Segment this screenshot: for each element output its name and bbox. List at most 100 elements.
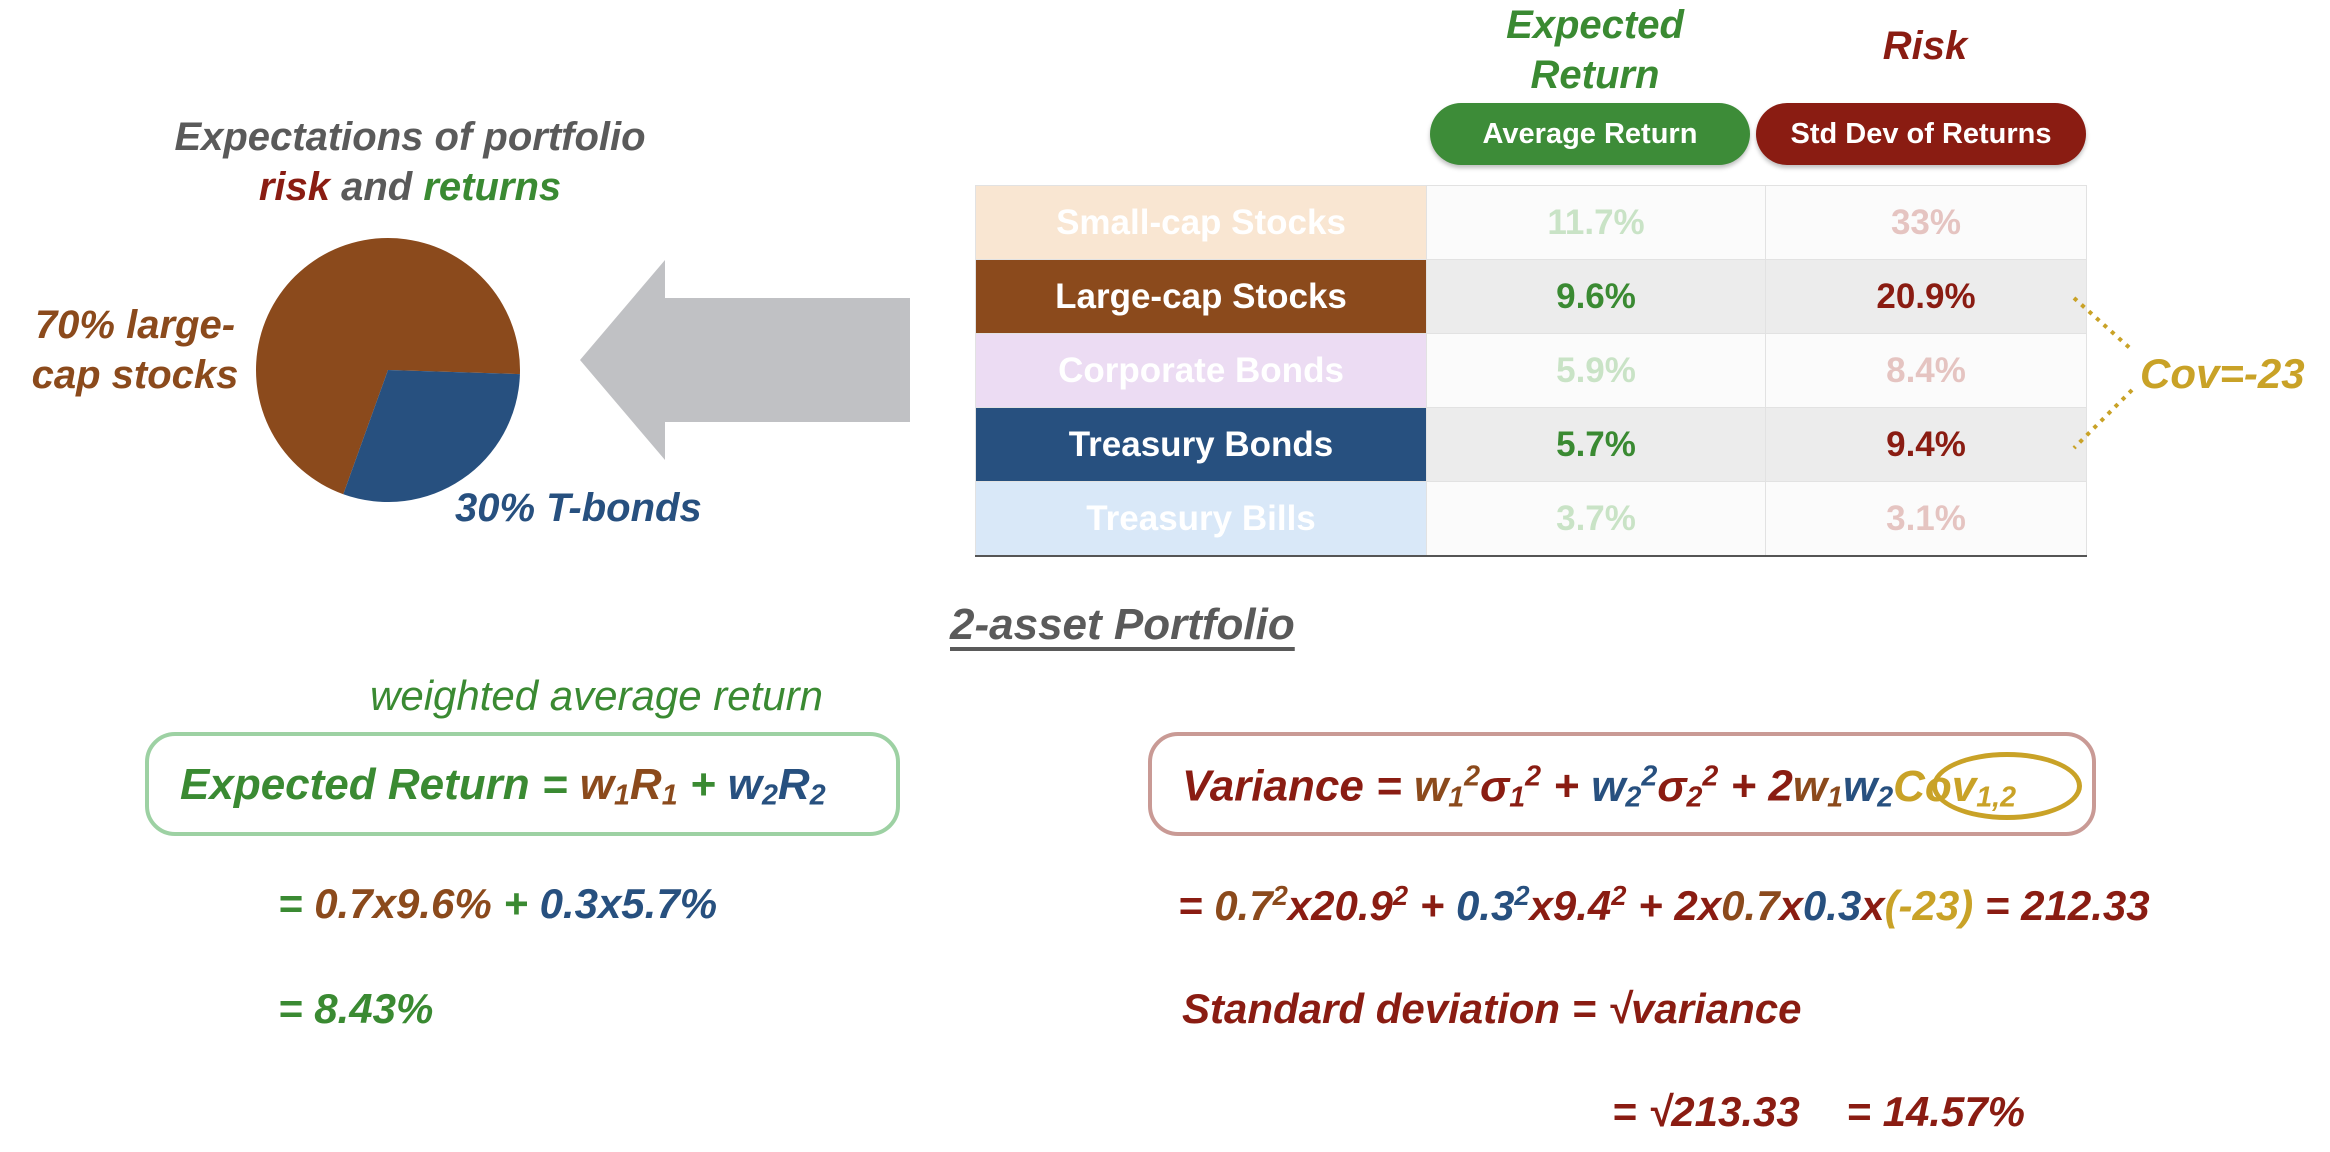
expected-return-header-line1: Expected: [1506, 3, 1684, 47]
portfolio-title-line2: risk and returns: [150, 162, 670, 212]
calc-cross-w1: 0.7: [1721, 882, 1780, 929]
pie-slice-large-cap: [256, 237, 520, 495]
standard-deviation-definition: Standard deviation = √variance: [1182, 985, 1802, 1032]
portfolio-pie-chart: [256, 237, 520, 502]
plus-sign: +: [491, 880, 540, 927]
sigma1-symbol: σ: [1480, 761, 1510, 811]
r2-symbol: R: [777, 760, 810, 809]
r1-subscript: 1: [661, 779, 678, 812]
cross-w2: w2: [1843, 761, 1894, 814]
expected-return-calculation: = 0.7x9.6% + 0.3x5.7%: [278, 880, 717, 928]
risk-word: risk: [258, 165, 330, 209]
plus-sign: +: [677, 760, 728, 809]
term-w2r2: w2R2: [727, 760, 826, 812]
cross-w1: w1: [1792, 761, 1844, 814]
calc-w1-value: 0.7: [1214, 882, 1273, 929]
pie-slice-t-bonds: [343, 370, 520, 502]
covariance-label: Cov=-23: [2140, 350, 2305, 397]
w1-symbol: w: [1413, 761, 1449, 811]
expected-return-formula: Expected Return = w1R1 + w2R2: [180, 760, 826, 813]
std-dev-cell: 3.1%: [1765, 481, 2087, 557]
sigma2-squared: σ22: [1657, 760, 1719, 814]
std-dev-cell: 33%: [1765, 185, 2087, 260]
r2-subscript: 2: [809, 779, 826, 812]
pie-label-t-bonds: 30% T-bonds: [455, 486, 702, 530]
sigma2-subscript: 2: [1686, 781, 1703, 814]
variance-lhs: Variance =: [1182, 761, 1414, 811]
t-bond-term: 0.3x5.7%: [539, 880, 718, 927]
average-return-pill: Average Return: [1430, 103, 1750, 165]
expected-return-header: Expected Return: [1420, 0, 1770, 100]
calc-w2-squared: 0.32: [1455, 880, 1530, 929]
term-w1r1: w1R1: [580, 760, 678, 812]
calc-covariance: (-23): [1884, 882, 1974, 929]
calc-sigma2: x9.4: [1529, 882, 1612, 929]
expected-return-box: [145, 732, 900, 836]
pie-label-large-cap-line1: 70% large-: [34, 303, 236, 347]
w2-squared: w22: [1591, 760, 1658, 814]
expected-return-lhs: Expected Return =: [180, 760, 580, 809]
r1-symbol: R: [629, 760, 662, 809]
calc-sigma2-exponent: 2: [1611, 880, 1627, 911]
risk-header: Risk: [1882, 24, 1968, 68]
pie-label-large-cap: 70% large- cap stocks: [20, 300, 250, 400]
section-title: 2-asset Portfolio: [950, 600, 1295, 649]
calc-w2-exponent: 2: [1514, 880, 1530, 911]
asset-name-cell: Small-cap Stocks: [975, 185, 1427, 260]
plus-sign: +: [1408, 882, 1456, 929]
calc-sigma1-exponent: 2: [1392, 880, 1409, 911]
sigma1-subscript: 1: [1509, 781, 1526, 814]
cross-w1-subscript: 1: [1827, 781, 1844, 814]
average-return-cell: 5.7%: [1426, 407, 1766, 482]
std-dev-cell: 8.4%: [1765, 333, 2087, 408]
w1-exponent: 2: [1464, 760, 1481, 792]
expected-return-header-line2: Return: [1530, 53, 1660, 97]
and-word: and: [330, 165, 424, 209]
asset-name-cell: Large-cap Stocks: [975, 259, 1427, 334]
variance-result: = 212.33: [1973, 882, 2150, 929]
plus-sign: +: [1541, 761, 1592, 811]
variance-formula: Variance = w12σ12 + w22σ22 + 2w1w2Cov1,2: [1182, 760, 2016, 814]
std-dev-cell: 9.4%: [1765, 407, 2087, 482]
variance-box: [1148, 732, 2096, 836]
asset-name-cell: Treasury Bills: [975, 481, 1427, 557]
asset-name-cell: Treasury Bonds: [975, 407, 1427, 482]
calc-cross-w2: 0.3: [1802, 882, 1862, 929]
table-row: Corporate Bonds 5.9% 8.4%: [975, 333, 2087, 408]
cross-w1-symbol: w: [1792, 761, 1828, 811]
sigma2-exponent: 2: [1702, 760, 1719, 792]
w2-subscript: 2: [762, 779, 778, 812]
table-row: Large-cap Stocks 9.6% 20.9%: [975, 259, 2087, 334]
expected-return-result: = 8.43%: [278, 985, 434, 1032]
average-return-cell: 9.6%: [1426, 259, 1766, 334]
equals-sign: =: [1178, 882, 1215, 929]
large-cap-term: 0.7x9.6%: [314, 880, 492, 927]
left-arrow-icon: [580, 260, 910, 460]
times-sign: x: [1779, 882, 1803, 929]
cross-w2-subscript: 2: [1877, 781, 1894, 814]
calc-two-times: + 2x: [1626, 882, 1722, 929]
weighted-average-label: weighted average return: [370, 672, 823, 719]
cross-w2-symbol: w: [1843, 761, 1878, 811]
w2-subscript: 2: [1625, 781, 1642, 814]
calc-w2-value: 0.3: [1455, 882, 1515, 929]
sigma1-squared: σ12: [1480, 760, 1541, 814]
calc-w1-exponent: 2: [1272, 880, 1288, 911]
equals-sign: =: [278, 880, 315, 927]
times-sign: x: [1861, 882, 1885, 929]
w2-symbol: w: [1591, 761, 1626, 811]
table-row: Treasury Bonds 5.7% 9.4%: [975, 407, 2087, 482]
calc-sigma1: x20.9: [1287, 882, 1393, 929]
asset-class-table: Small-cap Stocks 11.7% 33% Large-cap Sto…: [975, 185, 2087, 557]
average-return-cell: 5.9%: [1426, 333, 1766, 408]
portfolio-title-line1: Expectations of portfolio: [174, 115, 646, 159]
w1-squared: w12: [1413, 760, 1481, 814]
w1-subscript: 1: [1448, 781, 1465, 814]
asset-name-cell: Corporate Bonds: [975, 333, 1427, 408]
w2-symbol: w: [727, 760, 762, 809]
plus-two: + 2: [1718, 761, 1793, 811]
w2-exponent: 2: [1641, 760, 1658, 792]
portfolio-title: Expectations of portfolio risk and retur…: [150, 112, 670, 212]
std-dev-cell: 20.9%: [1765, 259, 2087, 334]
w1-subscript: 1: [614, 779, 630, 812]
